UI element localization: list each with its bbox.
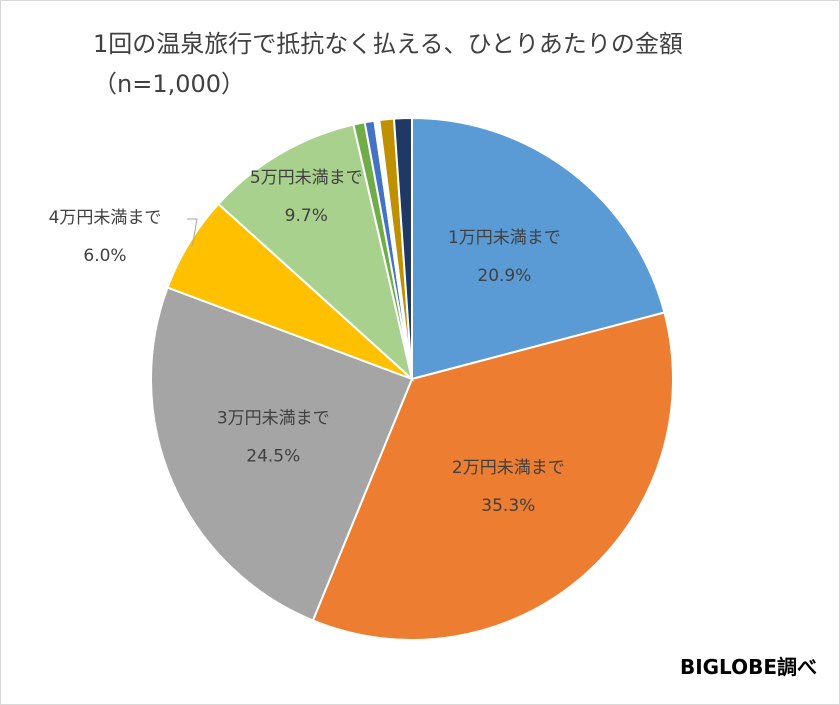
source-credit: BIGLOBE調べ: [679, 655, 817, 679]
slice-label-3: 4万円未満まで: [49, 208, 162, 228]
slice-value-3: 6.0%: [83, 246, 126, 266]
chart-subtitle: （n=1,000）: [93, 70, 246, 98]
slice-value-4: 9.7%: [285, 206, 328, 226]
pie-slice-4: [216, 123, 414, 382]
pie-slice-1: [311, 311, 674, 641]
slice-label-4: 5万円未満まで: [250, 168, 363, 188]
slice-label-1: 2万円未満まで: [452, 458, 565, 478]
slice-value-1: 35.3%: [481, 496, 535, 516]
slice-value-2: 24.5%: [246, 447, 300, 467]
chart-title: 1回の温泉旅行で抵抗なく払える、ひとりあたりの金額: [93, 30, 683, 58]
slice-label-2: 3万円未満まで: [217, 409, 330, 429]
pie-slice-0: [411, 116, 666, 381]
slice-value-0: 20.9%: [477, 266, 531, 286]
pie-slice-9: [392, 116, 413, 380]
pie-slice-2: [150, 286, 414, 622]
slice-label-0: 1万円未満まで: [448, 228, 561, 248]
leader-line-3: [187, 218, 198, 246]
